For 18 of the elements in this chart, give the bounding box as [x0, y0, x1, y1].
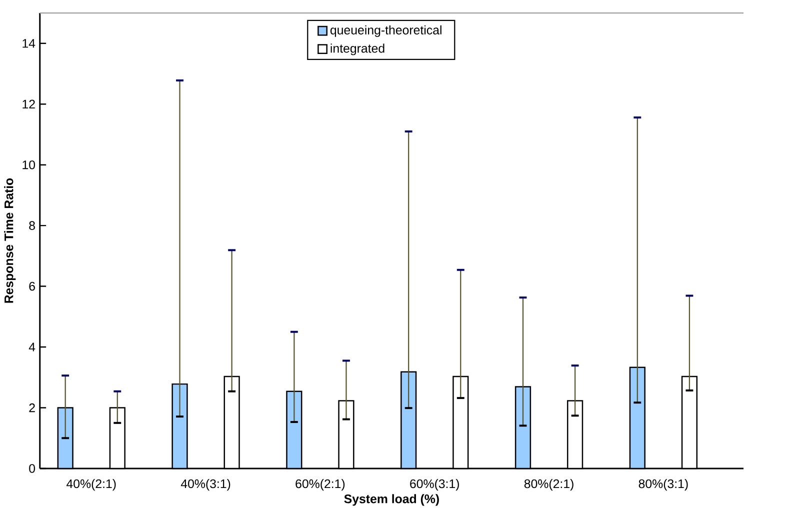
- x-tick-label: 80%(3:1): [638, 479, 688, 491]
- legend-label: integrated: [330, 44, 384, 56]
- x-tick-label: 80%(2:1): [524, 479, 574, 491]
- x-tick-label: 40%(3:1): [180, 479, 230, 491]
- y-tick-label: 8: [29, 221, 35, 230]
- x-tick-label: 60%(2:1): [296, 479, 345, 491]
- y-tick-label: 4: [28, 342, 36, 352]
- y-axis-title: Response Time Ratio: [4, 178, 16, 303]
- x-tick-label: 60%(3:1): [410, 479, 459, 491]
- y-tick-label: 10: [22, 160, 36, 170]
- y-tick-label: 0: [29, 464, 36, 473]
- y-tick-label: 12: [22, 100, 35, 108]
- y-tick-label: 6: [29, 282, 35, 291]
- x-axis-title: System load (%): [344, 494, 439, 506]
- y-tick-label: 2: [29, 403, 35, 412]
- x-tick-label: 40%(2:1): [66, 479, 116, 491]
- legend-label: queueing-theoretical: [330, 25, 442, 37]
- y-tick-label: 14: [22, 39, 36, 48]
